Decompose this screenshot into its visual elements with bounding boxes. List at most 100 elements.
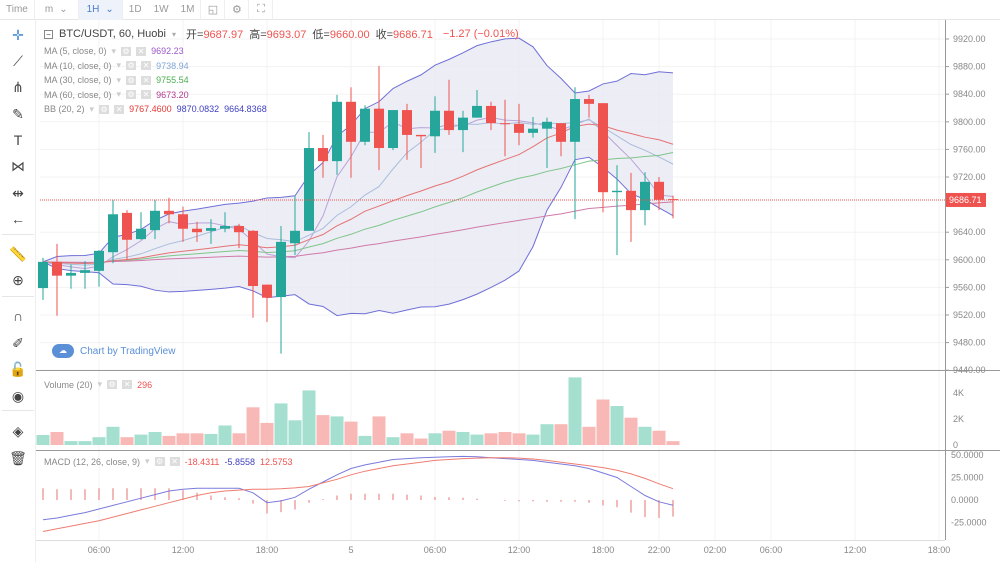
brush-icon[interactable]: ✎ xyxy=(12,105,24,122)
ohlc-low: 低=9660.00 xyxy=(312,26,369,42)
candle-body xyxy=(360,108,370,142)
tradingview-watermark[interactable]: ☁ Chart by TradingView xyxy=(52,344,175,358)
back-arrow-icon[interactable]: ← xyxy=(11,211,25,227)
bollinger-upper-line xyxy=(42,37,674,263)
close-icon[interactable]: ✕ xyxy=(141,90,152,100)
indicator-value: 9664.8368 xyxy=(224,104,267,115)
candle-body xyxy=(66,272,76,276)
settings-icon[interactable]: ⚙ xyxy=(126,75,137,85)
volume-bar xyxy=(526,434,540,445)
crosshair-icon[interactable]: ✛ xyxy=(12,26,24,43)
price-tick-label: 9840.00 xyxy=(953,89,986,99)
interval-1w[interactable]: 1W xyxy=(153,4,169,15)
macd-tick-label: 0.0000 xyxy=(951,495,979,505)
candle-body xyxy=(374,108,384,149)
volume-bar xyxy=(120,437,134,445)
open-value: 9687.97 xyxy=(203,29,244,41)
settings-icon[interactable]: ⚙ xyxy=(126,90,137,100)
indicator-name[interactable]: MA (10, close, 0) xyxy=(44,60,112,71)
volume-bar xyxy=(106,426,120,445)
volume-bar xyxy=(428,433,442,445)
volume-bar xyxy=(498,432,512,445)
close-icon[interactable]: ✕ xyxy=(114,104,125,114)
indicator-name[interactable]: MA (5, close, 0) xyxy=(44,46,107,57)
macd-indicator-name[interactable]: MACD (12, 26, close, 9) xyxy=(44,456,141,467)
chevron-down-icon: ▾ xyxy=(116,89,122,100)
candle-body xyxy=(486,105,496,124)
candle-body xyxy=(500,123,510,125)
symbol-header: − BTC/USDT, 60, Huobi ▾ 开=9687.97 高=9693.… xyxy=(44,26,519,42)
collapse-icon[interactable]: − xyxy=(44,29,53,39)
measure-icon[interactable]: ⇹ xyxy=(12,184,24,201)
macd-tick-label: -25.0000 xyxy=(951,518,987,528)
close-icon[interactable]: ✕ xyxy=(141,61,152,71)
time-tick-label: 5 xyxy=(348,545,353,555)
indicator-value: 9767.4600 xyxy=(129,104,172,115)
candle-body xyxy=(416,134,426,137)
chevron-down-icon: ▾ xyxy=(116,74,122,85)
indicator-row: MA (60, close, 0) ▾ ⚙ ✕ 9673.20 xyxy=(44,88,519,103)
close-icon[interactable]: ✕ xyxy=(169,457,180,466)
indicator-value: 9692.23 xyxy=(151,46,184,57)
time-tick-label: 12:00 xyxy=(172,545,195,555)
chart-type-icon[interactable]: ◱ xyxy=(201,0,226,20)
indicator-row: MA (30, close, 0) ▾ ⚙ ✕ 9755.54 xyxy=(44,73,519,88)
indicator-name[interactable]: BB (20, 2) xyxy=(44,104,85,115)
time-tick-label: 06:00 xyxy=(760,545,783,555)
top-toolbar: Time m ⌄ 1H ⌄ 1D 1W 1M ◱ ⚙ ⛶ xyxy=(0,0,1000,20)
candle-body xyxy=(304,148,314,231)
hour-interval-select[interactable]: 1H ⌄ xyxy=(78,0,123,20)
eye-icon[interactable]: ◉ xyxy=(11,387,25,404)
settings-icon[interactable]: ⚙ xyxy=(99,104,110,114)
candle-body xyxy=(542,121,552,129)
tradingview-logo-icon: ☁ xyxy=(52,344,74,358)
minute-interval-select[interactable]: m ⌄ xyxy=(35,0,79,20)
trash-icon[interactable]: 🗑 xyxy=(9,449,27,466)
candle-body xyxy=(150,210,160,231)
price-tick-label: 9760.00 xyxy=(953,144,986,154)
close-icon[interactable]: ✕ xyxy=(141,75,152,85)
divider xyxy=(2,234,34,235)
pitchfork-icon[interactable]: ⋔ xyxy=(12,78,24,95)
volume-indicator-name[interactable]: Volume (20) xyxy=(44,379,93,390)
layers-icon[interactable]: ◈ xyxy=(12,422,24,439)
settings-icon[interactable]: ⚙ xyxy=(107,380,118,389)
indicator-value: 9755.54 xyxy=(156,75,189,86)
zoom-in-icon[interactable]: ⊕ xyxy=(12,271,24,288)
candle-body xyxy=(122,212,132,240)
settings-icon[interactable]: ⚙ xyxy=(154,457,165,466)
trend-line-icon[interactable]: ⟋ xyxy=(13,52,23,69)
indicator-name[interactable]: MA (30, close, 0) xyxy=(44,75,112,86)
close-icon[interactable]: ✕ xyxy=(136,46,147,56)
low-value: 9660.00 xyxy=(329,29,370,41)
pattern-icon[interactable]: ⋈ xyxy=(11,157,25,174)
ma-30-line xyxy=(42,152,674,264)
volume-bar xyxy=(554,424,568,445)
time-tick-label: 06:00 xyxy=(88,545,111,555)
interval-1d[interactable]: 1D xyxy=(128,4,142,15)
volume-bar xyxy=(484,433,498,445)
text-icon[interactable]: T xyxy=(13,132,23,148)
settings-icon[interactable]: ⚙ xyxy=(126,61,137,71)
candle-body xyxy=(136,228,146,240)
divider xyxy=(2,410,34,411)
lock-drawing-icon[interactable]: ✐ xyxy=(12,334,24,351)
symbol-title[interactable]: BTC/USDT, 60, Huobi xyxy=(59,28,166,40)
screenshot-icon[interactable]: ⛶ xyxy=(249,0,274,20)
macd-hist-value: -18.4311 xyxy=(184,456,220,467)
price-tick-label: 9800.00 xyxy=(953,117,986,127)
ruler-icon[interactable]: 📏 xyxy=(9,245,27,262)
lock-icon[interactable]: 🔓 xyxy=(9,360,27,377)
settings-icon[interactable]: ⚙ xyxy=(225,0,250,20)
time-tick-label: 06:00 xyxy=(424,545,447,555)
settings-icon[interactable]: ⚙ xyxy=(121,46,132,56)
interval-1m[interactable]: 1M xyxy=(175,0,202,20)
indicator-name[interactable]: MA (60, close, 0) xyxy=(44,89,112,100)
price-tick-label: 9720.00 xyxy=(953,172,986,182)
magnet-icon[interactable]: ∩ xyxy=(12,308,24,324)
candle-body xyxy=(192,228,202,233)
time-tick-label: 12:00 xyxy=(508,545,531,555)
close-icon[interactable]: ✕ xyxy=(122,380,133,389)
candle-body xyxy=(388,110,398,149)
